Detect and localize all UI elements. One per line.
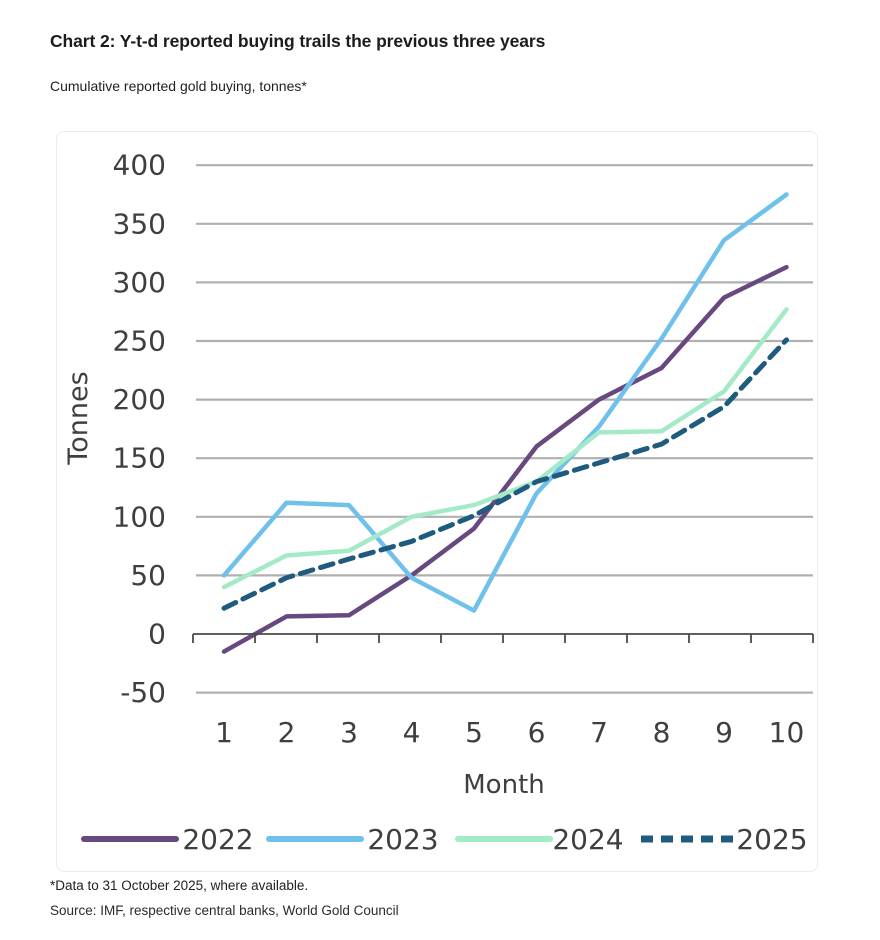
x-tick-label: 8 <box>653 716 671 749</box>
x-tick-label: 10 <box>769 716 805 749</box>
x-tick-label: 3 <box>340 716 358 749</box>
legend-label-2024: 2024 <box>552 823 623 856</box>
series-line-2024 <box>221 307 789 590</box>
legend-label-2022: 2022 <box>182 823 253 856</box>
chart-subtitle: Cumulative reported gold buying, tonnes* <box>50 78 307 94</box>
chart-legend: 2022 2023 2024 2025 <box>81 823 808 856</box>
y-tick-label: 300 <box>113 266 166 299</box>
tick-label-layer: -50 0 50 100 150 200 250 300 350 400 1 2 3 4 5 6 7 8 9 10 <box>113 149 805 749</box>
series-line-2023 <box>221 192 789 613</box>
y-tick-label: 350 <box>113 207 166 240</box>
footnote-source: Source: IMF, respective central banks, W… <box>50 903 399 918</box>
chart-card: -50 0 50 100 150 200 250 300 350 400 1 2 3 4 5 6 7 8 9 10 T… <box>56 131 818 872</box>
x-tick-label: 4 <box>403 716 421 749</box>
x-axis-title: Month <box>463 770 545 800</box>
y-tick-label: 250 <box>113 325 166 358</box>
axis-layer <box>192 633 814 643</box>
x-tick-label: 2 <box>278 716 296 749</box>
legend-label-2025: 2025 <box>736 823 807 856</box>
footnote-data-note: *Data to 31 October 2025, where availabl… <box>50 878 309 893</box>
y-axis-title: Tonnes <box>63 371 94 465</box>
series-line-2022 <box>221 264 789 654</box>
x-tick-label: 9 <box>715 716 733 749</box>
x-tick-label: 6 <box>528 716 546 749</box>
y-tick-label: 0 <box>148 618 166 651</box>
y-tick-label: -50 <box>120 676 166 709</box>
y-tick-label: 100 <box>113 500 166 533</box>
series-layer <box>221 192 789 654</box>
x-tick-label: 1 <box>215 716 233 749</box>
x-tick-label: 5 <box>465 716 483 749</box>
x-tick-label: 7 <box>590 716 608 749</box>
chart-title: Chart 2: Y-t-d reported buying trails th… <box>50 31 546 51</box>
legend-label-2023: 2023 <box>367 823 438 856</box>
y-tick-label: 200 <box>113 383 166 416</box>
y-tick-label: 50 <box>130 559 166 592</box>
series-line-2025 <box>221 337 789 611</box>
y-tick-label: 150 <box>113 442 166 475</box>
y-tick-label: 400 <box>113 149 166 182</box>
line-chart: -50 0 50 100 150 200 250 300 350 400 1 2 3 4 5 6 7 8 9 10 T… <box>63 149 814 856</box>
